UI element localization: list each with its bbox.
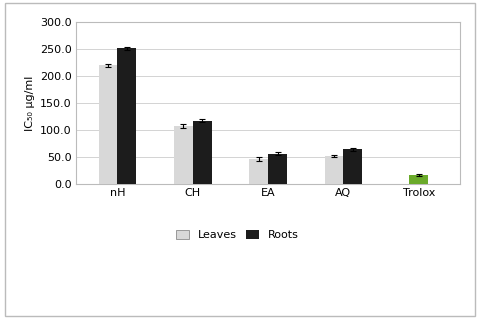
Bar — [118, 48, 136, 184]
Bar — [268, 153, 287, 184]
Bar — [174, 126, 193, 184]
Y-axis label: IC₅₀ µg/ml: IC₅₀ µg/ml — [24, 76, 35, 131]
Bar — [99, 65, 118, 184]
Bar — [344, 149, 362, 184]
Bar — [193, 121, 212, 184]
Bar — [324, 156, 344, 184]
Legend: Leaves, Roots: Leaves, Roots — [176, 230, 299, 241]
Bar — [409, 175, 428, 184]
Bar — [249, 159, 268, 184]
